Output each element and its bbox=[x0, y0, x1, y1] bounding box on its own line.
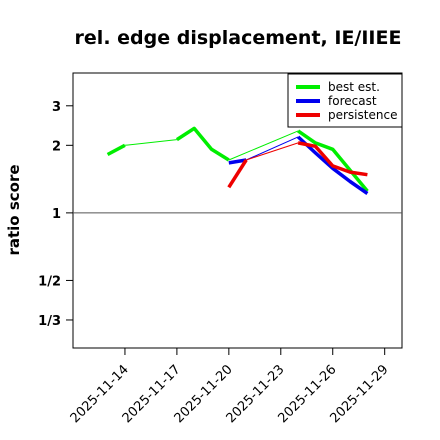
legend-entry: forecast bbox=[328, 94, 377, 108]
series-line-segment bbox=[124, 139, 177, 146]
y-tick-label: 3 bbox=[52, 100, 61, 115]
series-line-segment bbox=[245, 136, 299, 161]
series-line-segment bbox=[228, 130, 299, 161]
y-tick-label: 1 bbox=[52, 207, 61, 222]
series-line-segment bbox=[106, 143, 126, 157]
y-tick-label: 1/2 bbox=[38, 274, 61, 289]
chart-title: rel. edge displacement, IE/IIEE bbox=[75, 27, 402, 49]
series-line-segment bbox=[175, 126, 230, 162]
series-line-segment bbox=[297, 129, 369, 193]
y-tick-label: 1/3 bbox=[38, 314, 61, 329]
legend-entry: persistence bbox=[328, 108, 397, 122]
y-tick-label: 2 bbox=[52, 139, 61, 154]
series-line-segment bbox=[228, 158, 247, 165]
series-persistence bbox=[227, 141, 368, 189]
series-line-segment bbox=[246, 142, 299, 161]
plot-frame bbox=[72, 72, 403, 349]
y-axis-label: ratio score bbox=[5, 164, 23, 255]
series-line-segment bbox=[296, 135, 369, 195]
series-line-segment bbox=[227, 159, 248, 189]
series-forecast bbox=[228, 135, 369, 195]
series-line-segment bbox=[297, 141, 368, 177]
series-best-est bbox=[106, 126, 369, 193]
legend-entry: best est. bbox=[328, 80, 380, 94]
